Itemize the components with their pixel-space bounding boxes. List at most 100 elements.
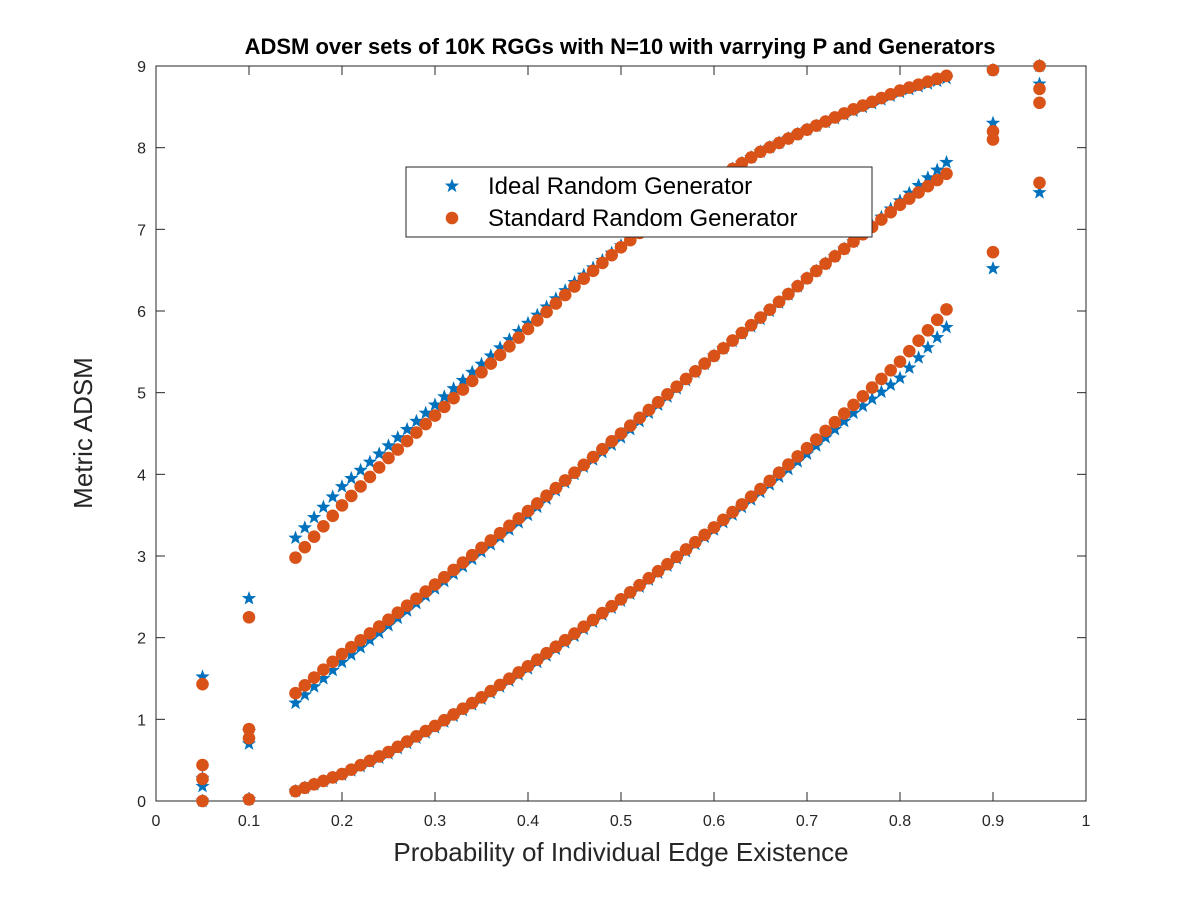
data-point [503,519,516,533]
data-point [242,793,256,806]
data-point [325,662,340,677]
data-point [362,454,378,469]
data-point [484,534,498,547]
data-point [939,154,954,169]
data-point [531,314,544,327]
data-point [354,480,367,493]
data-point [1033,59,1046,73]
data-point [297,687,312,701]
data-point [241,590,257,605]
data-point [456,702,470,716]
data-point [577,620,591,634]
data-point [493,678,507,692]
x-tick-label: 0.4 [517,813,539,830]
data-point [195,669,210,683]
data-point [317,663,330,676]
data-point [661,388,674,401]
data-point [326,655,340,669]
data-point [912,186,925,199]
data-point [465,548,479,562]
data-point [381,438,396,452]
x-tick-label: 0.2 [331,813,353,830]
data-point [335,647,349,661]
data-point [521,504,535,518]
data-point [306,679,322,693]
data-point [735,156,749,170]
data-point [763,474,777,488]
data-point [540,646,553,660]
y-axis-ticks: 0 1 2 3 4 5 6 7 8 9 [137,59,1086,811]
data-point [465,374,479,388]
data-point [493,348,507,362]
y-tick-label: 8 [137,141,146,158]
data-point [912,334,925,348]
data-point [679,543,693,556]
data-point [884,363,897,377]
data-point [475,541,488,555]
x-axis-label: Probability of Individual Edge Existence [393,837,848,867]
data-point [661,557,674,571]
data-point [503,339,516,353]
data-point [196,794,209,808]
data-point [345,640,358,654]
data-point [642,403,656,417]
data-point [344,647,359,661]
data-point [874,384,889,399]
data-point [344,470,359,485]
legend-circle-glyph [445,211,459,225]
data-point [930,329,945,344]
data-point [810,433,823,446]
data-point [419,417,433,431]
data-point [456,556,470,569]
data-point [772,295,786,309]
data-point [558,474,572,487]
data-point [549,481,563,495]
data-point [418,405,433,420]
data-point [409,413,424,428]
data-point [624,419,637,432]
data-point [940,69,953,83]
data-point [735,498,749,511]
data-point [754,482,767,496]
legend-entry-ideal: Ideal Random Generator [488,173,752,200]
data-point [614,427,628,440]
data-point [855,398,870,413]
data-point [856,389,870,403]
data-point [772,466,786,480]
data-point [438,570,451,584]
data-point [484,357,498,370]
data-point [298,540,312,554]
data-point [986,133,1000,146]
data-point [242,722,256,736]
data-point [985,261,1001,275]
data-point [289,551,302,564]
data-point [512,666,525,679]
data-point [390,430,405,444]
y-axis-label: Metric ADSM [68,357,98,509]
data-point [298,679,312,692]
data-point [920,340,936,354]
data-point [1033,176,1046,190]
data-point [930,313,944,327]
data-point [474,356,489,371]
data-point [195,778,210,793]
data-point [419,724,433,738]
data-point [196,772,209,786]
data-point [800,441,814,455]
data-point [521,659,535,673]
data-point [902,360,917,374]
data-point [372,446,387,460]
data-point [521,322,535,336]
data-point [754,311,767,324]
chart-title: ADSM over sets of 10K RGGs with N=10 wit… [245,34,996,59]
data-point [763,303,777,316]
data-point [549,297,563,310]
data-point [596,606,609,620]
data-point [316,499,331,514]
data-point [334,479,350,493]
data-point [596,442,609,456]
data-point [354,633,367,647]
data-point [698,357,711,370]
data-point [465,364,480,379]
